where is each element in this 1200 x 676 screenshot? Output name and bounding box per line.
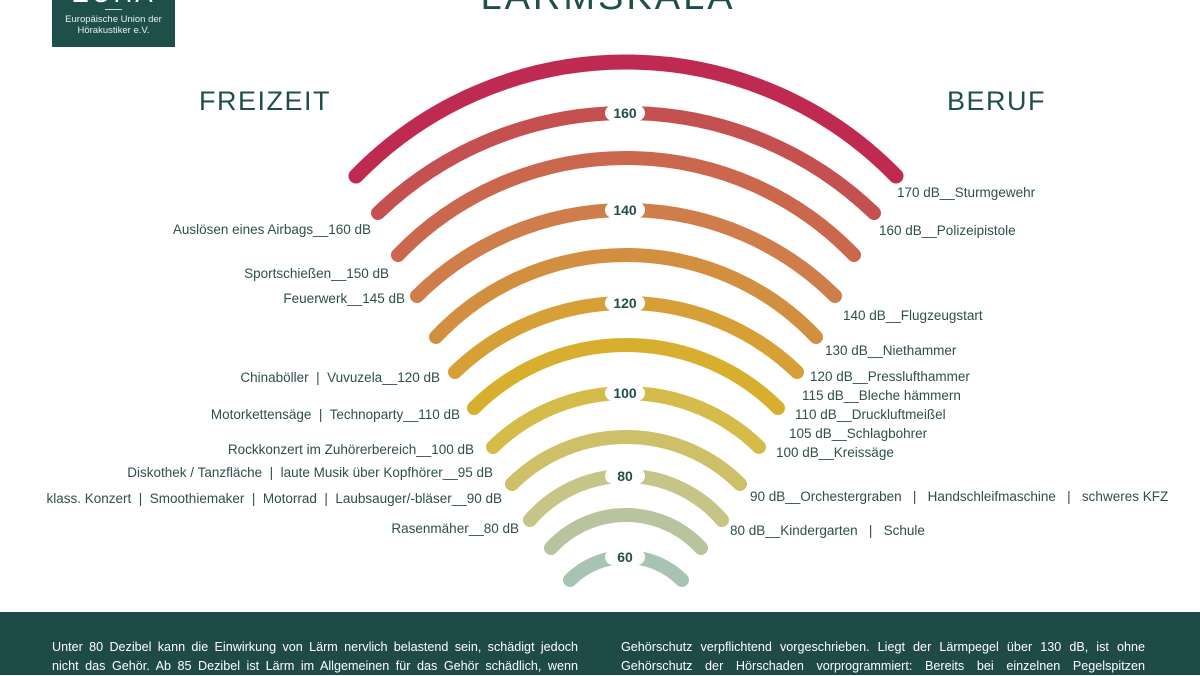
- noise-scale-arcs: [348, 54, 904, 587]
- arc-170-db: [348, 54, 904, 184]
- footer-text-right: Gehörschutz verpflichtend vorgeschrieben…: [621, 638, 1145, 676]
- logo-subtitle-line-2: Hörakustiker e.V.: [77, 25, 150, 36]
- footer-line: Unter 80 Dezibel kann die Einwirkung von…: [52, 640, 578, 654]
- right-label: 130 dB__Niethammer: [825, 343, 957, 358]
- right-label: 140 dB__Flugzeugstart: [843, 308, 983, 323]
- footer-band: Unter 80 Dezibel kann die Einwirkung von…: [0, 612, 1200, 675]
- footer-text-left: Unter 80 Dezibel kann die Einwirkung von…: [52, 638, 578, 676]
- left-label: Sportschießen__150 dB: [244, 266, 389, 281]
- footer-line: nicht das Gehör. Ab 85 Dezibel ist Lärm …: [52, 659, 578, 673]
- heading-freizeit: FREIZEIT: [199, 86, 331, 116]
- scale-label-120: 120: [605, 295, 645, 311]
- logo-divider: [105, 9, 122, 10]
- arc-110-db: [467, 338, 785, 415]
- arc-90-db: [505, 430, 747, 491]
- right-label: 115 dB__Bleche hämmern: [802, 388, 961, 403]
- right-label: 100 dB__Kreissäge: [776, 445, 894, 460]
- scale-label-80: 80: [605, 468, 645, 484]
- page-title: LÄRMSKALA: [0, 0, 1200, 19]
- left-label: Rasenmäher__80 dB: [391, 521, 519, 536]
- right-label: 105 dB__Schlagbohrer: [789, 426, 928, 441]
- scale-label-140: 140: [605, 202, 645, 218]
- footer-line: Gehörschutz verpflichtend vorgeschrieben…: [621, 640, 1145, 654]
- arc-70-db: [544, 508, 708, 555]
- left-label: Diskothek / Tanzfläche | laute Musik übe…: [127, 465, 493, 480]
- left-label: klass. Konzert | Smoothiemaker | Motorra…: [46, 491, 503, 506]
- heading-beruf: BERUF: [947, 86, 1047, 116]
- right-label: 170 dB__Sturmgewehr: [897, 185, 1036, 200]
- arc-150-db: [391, 151, 861, 262]
- right-label: 120 dB__Presslufthammer: [810, 369, 970, 384]
- scale-label-60: 60: [605, 549, 645, 565]
- left-label: Rockkonzert im Zuhörerbereich__100 dB: [227, 442, 474, 457]
- arc-130-db: [429, 248, 823, 344]
- left-label: Feuerwerk__145 dB: [283, 291, 405, 306]
- logo-subtitle-line-1: Europäische Union der: [65, 14, 162, 25]
- scale-label-160: 160: [605, 105, 645, 121]
- left-label: Chinaböller | Vuvuzela__120 dB: [240, 370, 440, 385]
- right-label: 110 dB__Druckluftmeißel: [795, 407, 946, 422]
- logo-wordmark: EUHA: [52, 0, 175, 9]
- right-label: 80 dB__Kindergarten | Schule: [730, 523, 925, 538]
- logo-subtitle: Europäische Union der Hörakustiker e.V.: [52, 14, 175, 36]
- euha-logo: EUHA Europäische Union der Hörakustiker …: [52, 0, 175, 47]
- arc-120-db: [448, 296, 804, 379]
- right-label: 160 dB__Polizeipistole: [879, 223, 1016, 238]
- left-label: Auslösen eines Airbags__160 dB: [172, 222, 371, 237]
- right-label: 90 dB__Orchestergraben | Handschleifmasc…: [750, 489, 1169, 504]
- left-label: Motorkettensäge | Technoparty__110 dB: [210, 407, 460, 422]
- scale-label-100: 100: [605, 385, 645, 401]
- footer-line: Gehörschutz der Hörschaden vorprogrammie…: [621, 659, 1145, 673]
